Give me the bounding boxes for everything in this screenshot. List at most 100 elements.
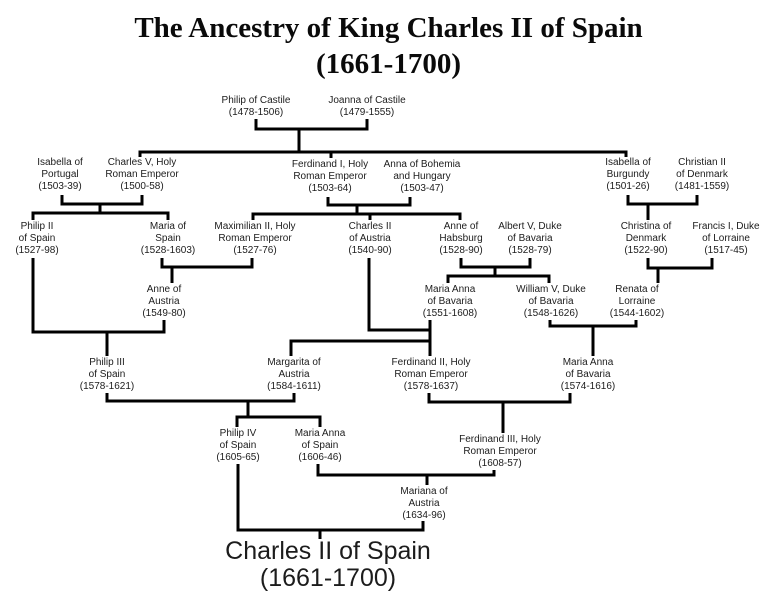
connector-line [160,258,254,269]
person-node-maria-anna-of-spain: Maria Anna of Spain (1606-46) [295,428,346,464]
person-label-line: Maximilian II, Holy [214,221,296,232]
connector-line [427,393,572,404]
person-label-line: Philip IV [219,428,257,439]
person-label-line: Roman Emperor [218,233,292,244]
connector-line [626,195,699,206]
person-node-maria-of-spain: Maria of Spain (1528-1603) [141,221,195,257]
person-label-line: (1479-1555) [339,107,395,118]
person-label-line: of Spain [18,233,56,244]
person-label-line: (1608-57) [478,458,522,469]
person-node-francis-i-of-lorraine: Francis I, Duke of Lorraine (1517-45) [692,221,759,257]
person-node-anna-of-bohemia: Anna of Bohemia and Hungary (1503-47) [384,159,461,195]
person-node-philip-ii: Philip II of Spain (1527-98) [15,221,58,257]
person-label-line: Ferdinand III, Holy [459,434,541,445]
person-node-anne-of-austria: Anne of Austria (1549-80) [142,284,185,320]
person-label-line: Austria [408,498,440,509]
person-label-line: (1578-1637) [403,381,459,392]
person-label-line: Roman Emperor [293,171,367,182]
person-label-line: Lorraine [618,296,656,307]
person-label-line: Philip of Castile [221,95,291,106]
person-node-ferdinand-i: Ferdinand I, Holy Roman Emperor (1503-64) [292,159,368,195]
person-label-line: Philip II [20,221,54,232]
person-label-line: Denmark [625,233,667,244]
person-label-line: Maria of [149,221,187,232]
person-label-line: Roman Emperor [394,369,468,380]
person-label-line: Roman Emperor [105,169,179,180]
person-label-line: Christina of [620,221,672,232]
person-node-philip-of-castile: Philip of Castile (1478-1506) [222,95,291,119]
person-node-isabella-of-portugal: Isabella of Portugal (1503-39) [37,157,83,193]
page-title: The Ancestry of King Charles II of Spain [134,12,643,44]
person-label-line: (1528-1603) [140,245,196,256]
person-label-line: of Bavaria [427,296,473,307]
person-node-christina-of-denmark: Christina of Denmark (1522-90) [621,221,672,257]
person-label-line: of Austria [349,233,391,244]
person-label-line: Anne of [443,221,479,232]
person-label-line: Habsburg [439,233,483,244]
connector-line [31,258,166,334]
person-node-charles-v: Charles V, Holy Roman Emperor (1500-58) [105,157,178,193]
person-label-line: (1574-1616) [560,381,616,392]
person-label-line: (1606-46) [298,452,342,463]
person-label-line: (1528-79) [508,245,552,256]
person-label-line: Anne of [146,284,182,295]
person-label-line: (1578-1621) [79,381,135,392]
connector-line [326,197,412,207]
person-label-line: of Bavaria [565,369,611,380]
connector-line [446,274,551,283]
person-node-philip-iv: Philip IV of Spain (1605-65) [216,428,259,464]
person-node-maximilian-ii: Maximilian II, Holy Roman Emperor (1527-76… [214,221,295,257]
person-label-line: Charles V, Holy [107,157,177,168]
person-label-line: Ferdinand II, Holy [391,357,471,368]
person-label-line: (1544-1602) [609,308,665,319]
person-label-line: (1503-64) [308,183,352,194]
connector-line [289,339,430,356]
person-node-philip-iii: Philip III of Spain (1578-1621) [80,357,134,393]
person-node-isabella-of-burgundy: Isabella of Burgundy (1501-26) [605,157,651,193]
person-label-line: Philip III [89,357,125,368]
person-node-ferdinand-ii: Ferdinand II, Holy Roman Emperor (1578-163… [392,357,471,393]
person-label-line: Francis I, Duke [692,221,760,232]
person-node-margarita-of-austria: Margarita of Austria (1584-1611) [267,357,321,393]
person-label-line: (1528-90) [439,245,483,256]
person-node-maria-anna-of-bavaria-younger: Maria Anna of Bavaria (1574-1616) [561,357,615,393]
person-node-christian-ii-of-denmark: Christian II of Denmark (1481-1559) [675,157,729,193]
person-node-maria-anna-of-bavaria-elder: Maria Anna of Bavaria (1551-1608) [423,284,477,320]
person-label-line: (1549-80) [142,308,186,319]
person-label-line: of Bavaria [528,296,574,307]
person-label-line: Charles II of Spain [225,537,431,565]
person-label-line: Charles II [348,221,392,232]
person-label-line: (1478-1506) [228,107,284,118]
person-label-line: Spain [155,233,181,244]
person-node-charles-ii-of-austria: Charles II of Austria (1540-90) [348,221,391,257]
person-label-line: Isabella of [37,157,83,168]
person-label-line: (1527-76) [233,245,277,256]
person-label-line: (1634-96) [402,510,446,521]
person-label-line: of Spain [301,440,339,451]
person-label-line: of Bavaria [507,233,553,244]
person-label-line: Maria Anna [562,357,614,368]
connector-line [235,415,322,427]
person-node-charles-ii-of-spain: Charles II of Spain (1661-1700) [225,538,431,592]
person-label-line: (1503-47) [400,183,444,194]
person-node-joanna-of-castile: Joanna of Castile (1479-1555) [328,95,405,119]
person-label-line: Joanna of Castile [328,95,406,106]
connector-line [236,464,425,532]
person-label-line: of Lorraine [702,233,750,244]
person-label-line: (1551-1608) [422,308,478,319]
person-label-line: Renata of [615,284,659,295]
person-node-ferdinand-iii: Ferdinand III, Holy Roman Emperor (1608-57… [459,434,541,470]
person-label-line: and Hungary [393,171,451,182]
person-label-line: of Spain [219,440,257,451]
person-label-line: Austria [278,369,310,380]
person-label-line: (1661-1700) [259,564,397,592]
person-node-mariana-of-austria: Mariana of Austria (1634-96) [400,486,447,522]
connector-line [60,195,144,206]
person-label-line: (1548-1626) [523,308,579,319]
person-label-line: (1481-1559) [674,181,730,192]
person-node-anne-of-habsburg: Anne of Habsburg (1528-90) [439,221,482,257]
person-label-line: (1501-26) [606,181,650,192]
person-label-line: (1500-58) [120,181,164,192]
